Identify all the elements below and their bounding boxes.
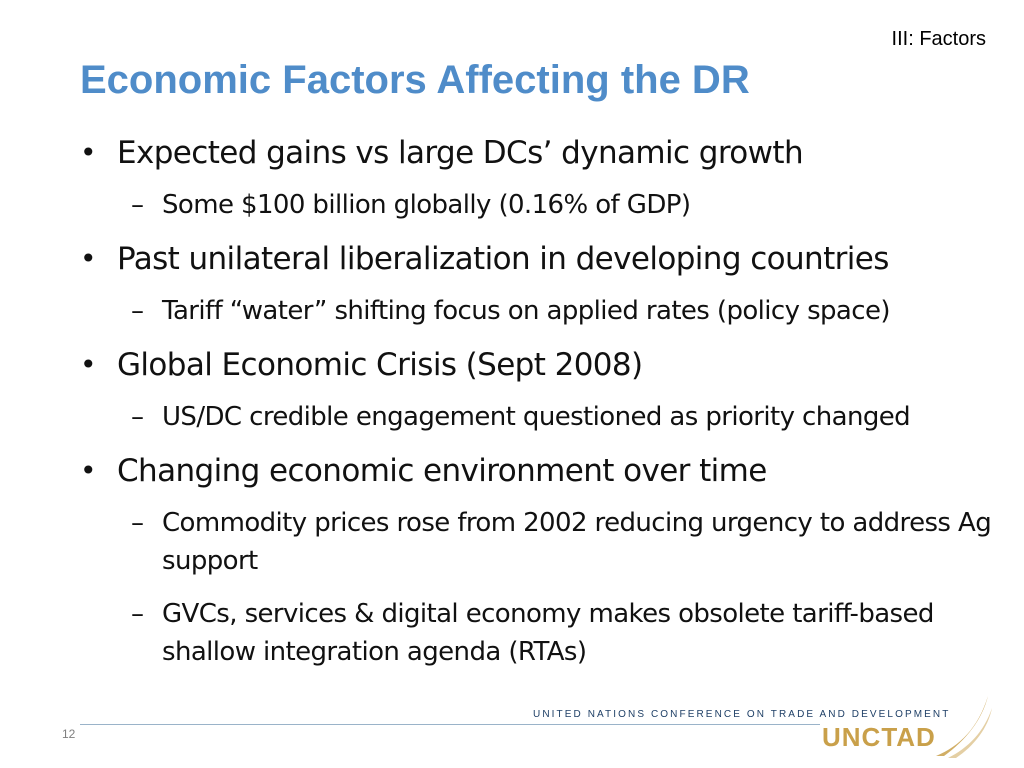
unctad-swoosh-icon [936,696,992,758]
bullet-list: • Expected gains vs large DCs’ dynamic g… [80,133,1015,686]
bullet-dot: • [80,136,97,169]
bullet-dot: • [80,348,97,381]
sub-bullet-dash: – [131,402,144,432]
sub-bullet-text: Some $100 billion globally (0.16% of GDP… [162,190,691,220]
bullet-text: Changing economic environment over time [117,453,767,489]
org-full-name: UNITED NATIONS CONFERENCE ON TRADE AND D… [533,709,951,720]
sub-bullet-text: Commodity prices rose from 2002 reducing… [162,508,992,576]
sub-bullet-text: US/DC credible engagement questioned as … [162,402,911,432]
sub-bullet-item: – US/DC credible engagement questioned a… [80,398,1015,436]
bullet-item: • Expected gains vs large DCs’ dynamic g… [80,133,1015,173]
bullet-text: Global Economic Crisis (Sept 2008) [117,347,643,383]
sub-bullet-dash: – [131,190,144,220]
sub-bullet-dash: – [131,508,144,538]
section-tag: III: Factors [891,28,986,50]
bullet-item: • Changing economic environment over tim… [80,451,1015,491]
bullet-text: Past unilateral liberalization in develo… [117,241,889,277]
bullet-text: Expected gains vs large DCs’ dynamic gro… [117,135,804,171]
bullet-item: • Past unilateral liberalization in deve… [80,239,1015,279]
sub-bullet-item: – GVCs, services & digital economy makes… [80,595,1015,671]
bullet-dot: • [80,242,97,275]
sub-bullet-item: – Some $100 billion globally (0.16% of G… [80,186,1015,224]
footer-divider [80,724,820,725]
bullet-item: • Global Economic Crisis (Sept 2008) [80,345,1015,385]
sub-bullet-item: – Commodity prices rose from 2002 reduci… [80,504,1015,580]
page-number: 12 [62,727,76,741]
sub-bullet-text: GVCs, services & digital economy makes o… [162,599,934,667]
sub-bullet-dash: – [131,296,144,326]
sub-bullet-text: Tariff “water” shifting focus on applied… [162,296,890,326]
slide-title: Economic Factors Affecting the DR [80,58,750,102]
bullet-dot: • [80,454,97,487]
sub-bullet-dash: – [131,599,144,629]
unctad-logo-text: UNCTAD [822,722,936,752]
sub-bullet-item: – Tariff “water” shifting focus on appli… [80,292,1015,330]
